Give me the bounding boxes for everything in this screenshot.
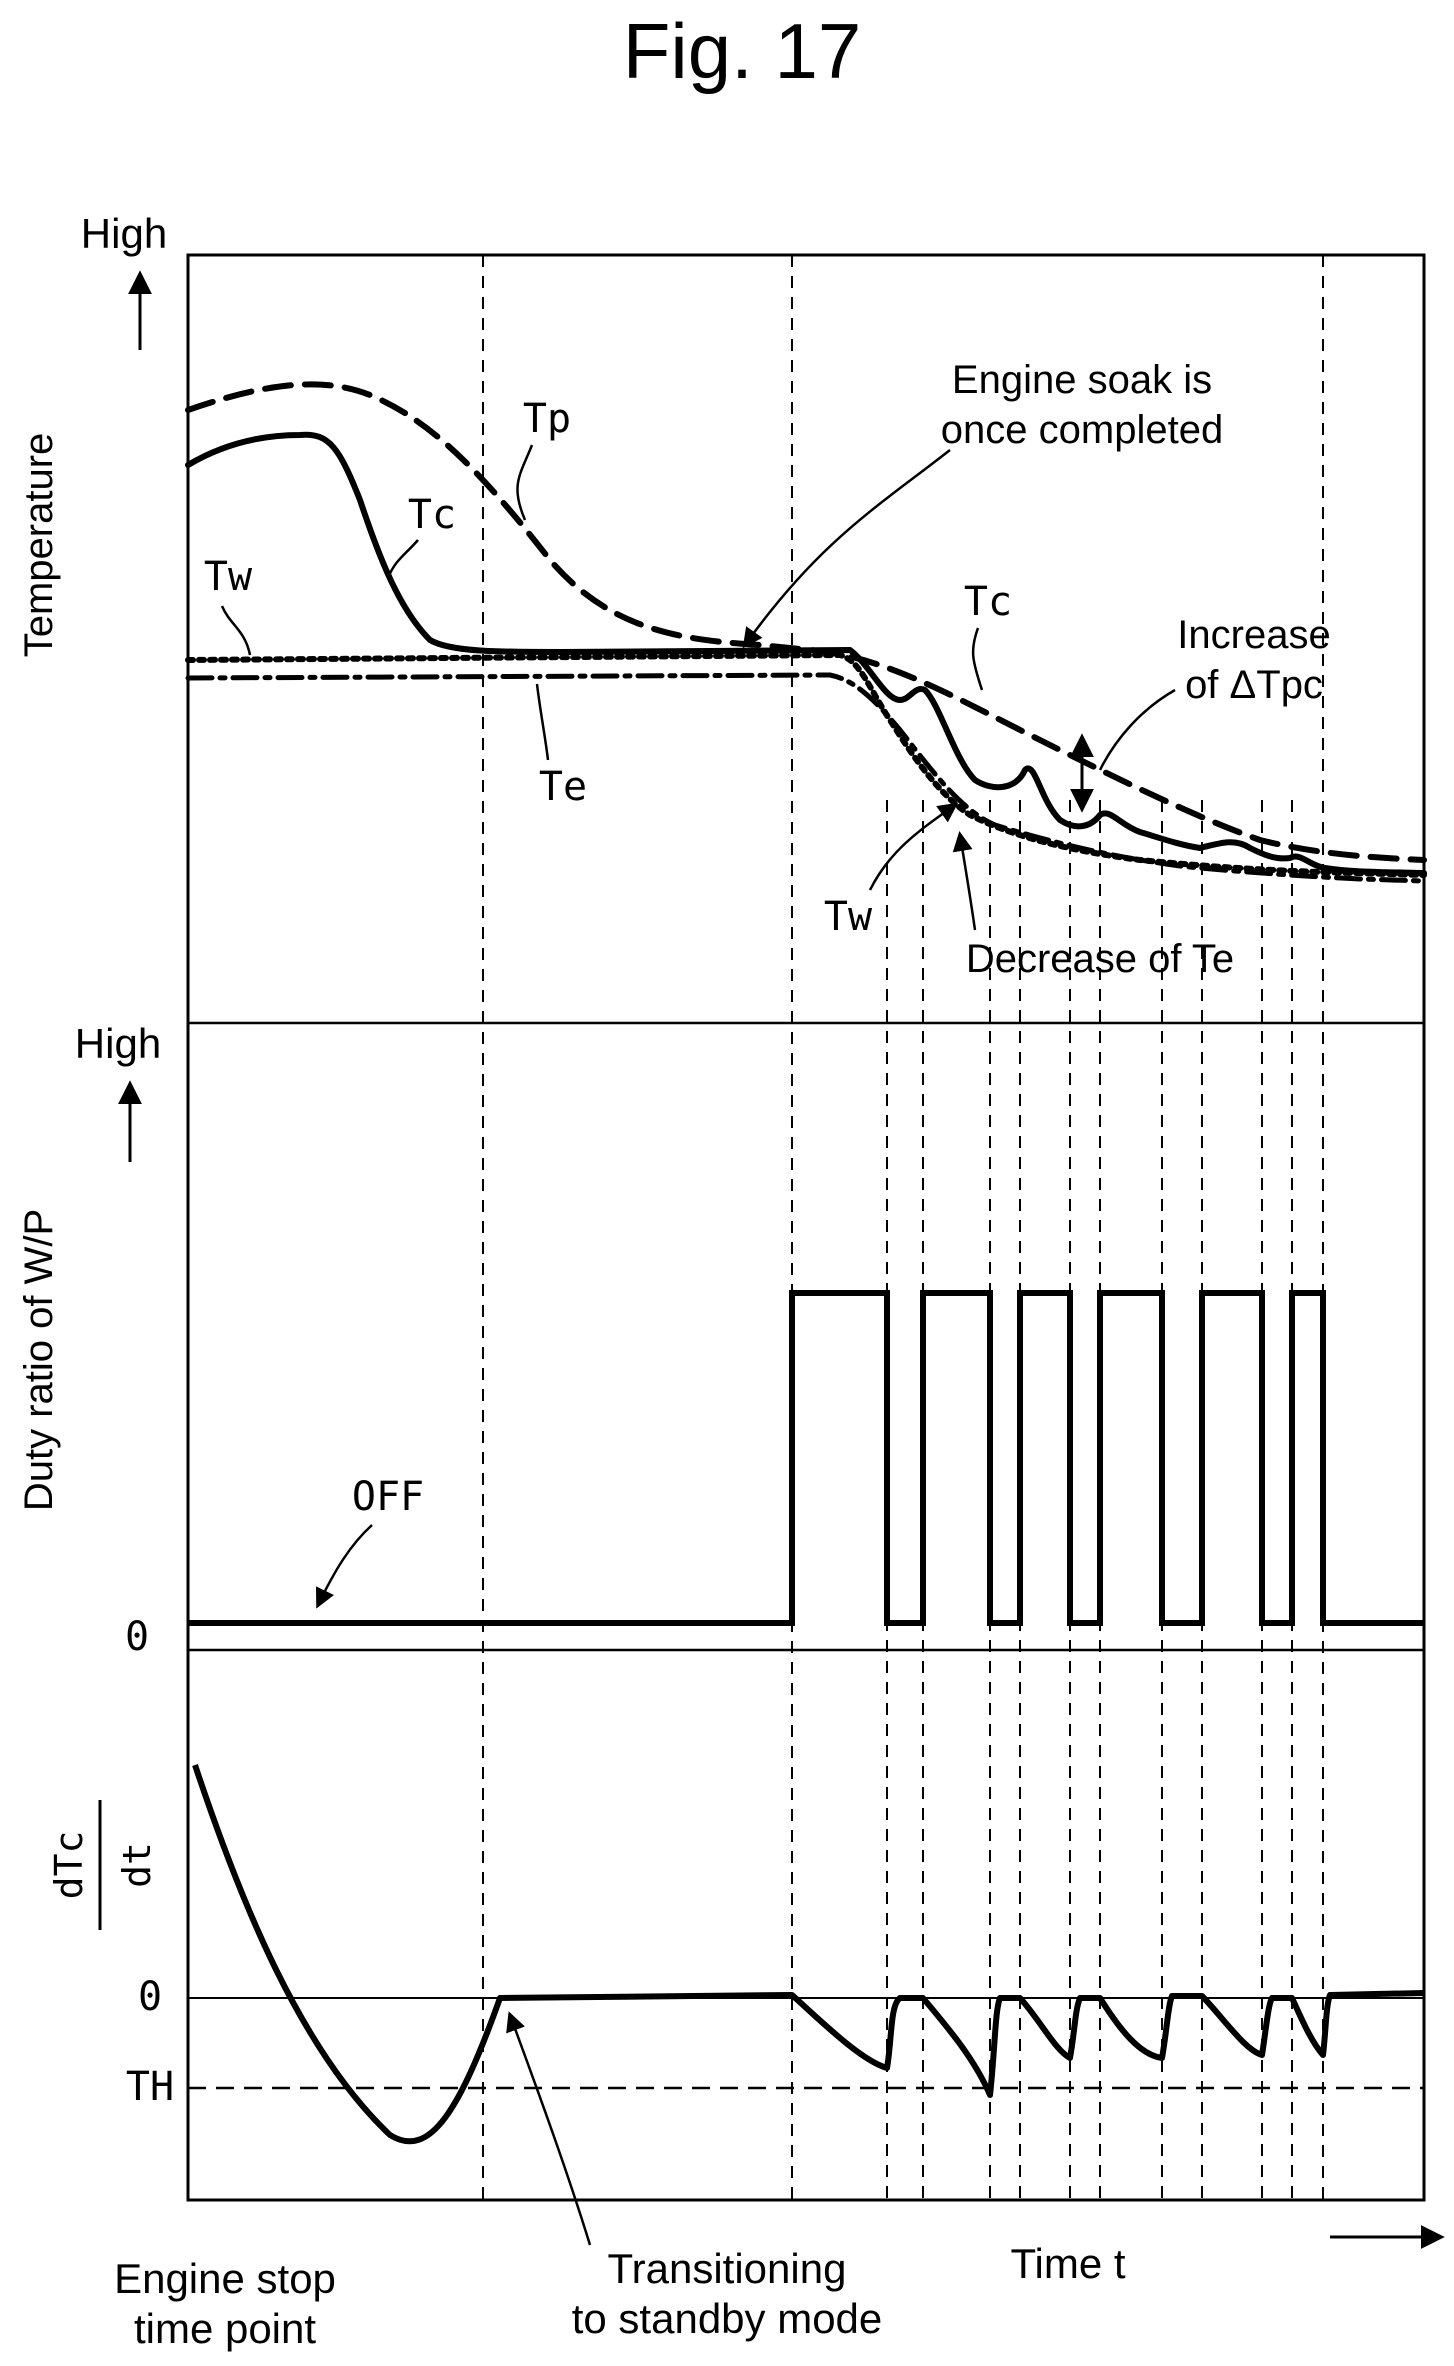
duty-waveform bbox=[188, 1290, 1424, 1626]
engine-soak-label-2: once completed bbox=[941, 408, 1223, 452]
te-leader bbox=[535, 683, 550, 761]
engine-soak-leader bbox=[742, 449, 951, 649]
increase-label-1: Increase bbox=[1177, 613, 1330, 657]
tc-leader-right bbox=[971, 627, 984, 691]
engine-stop-label-1: Engine stop bbox=[114, 2255, 336, 2302]
event-lines bbox=[482, 255, 1324, 2200]
tw-leader-left bbox=[220, 605, 252, 656]
decrease-label: Decrease of Te bbox=[966, 937, 1234, 981]
duty-zero-label: 0 bbox=[125, 1614, 149, 1660]
standby-leader bbox=[506, 2011, 592, 2246]
dtc-denominator: dt bbox=[115, 1842, 159, 1888]
tw-label-right: Tw bbox=[824, 894, 873, 940]
tc-curve bbox=[185, 431, 1427, 876]
tc-leader-left bbox=[386, 539, 419, 579]
tw-leader-right bbox=[868, 802, 959, 891]
tp-label: Tp bbox=[523, 396, 571, 442]
decrease-leader bbox=[952, 831, 977, 931]
increase-label-2: of ΔTpc bbox=[1185, 663, 1323, 707]
off-label: OFF bbox=[352, 1474, 424, 1520]
threshold-label: TH bbox=[126, 2064, 174, 2110]
temperature-axis-label: Temperature bbox=[17, 433, 61, 658]
tc-label-right: Tc bbox=[964, 579, 1012, 625]
engine-soak-label-1: Engine soak is bbox=[952, 358, 1212, 402]
off-leader bbox=[315, 1524, 373, 1609]
standby-label-2: to standby mode bbox=[572, 2295, 883, 2342]
duty-axis-label: Duty ratio of W/P bbox=[17, 1209, 61, 1511]
engine-stop-label-2: time point bbox=[134, 2305, 316, 2352]
dtc-numerator: dTc bbox=[47, 1831, 91, 1900]
time-axis-label: Time t bbox=[1010, 2240, 1125, 2287]
temperature-high-label: High bbox=[81, 210, 167, 257]
dtc-zero-label: 0 bbox=[138, 1974, 162, 2020]
tc-label-left: Tc bbox=[408, 492, 456, 538]
dtc-curve bbox=[192, 1764, 1425, 2145]
te-curve bbox=[185, 672, 1427, 884]
duty-high-label: High bbox=[75, 1020, 161, 1067]
tp-leader bbox=[516, 444, 534, 521]
figure-title: Fig. 17 bbox=[623, 7, 861, 95]
increase-leader bbox=[1098, 688, 1176, 771]
standby-label-1: Transitioning bbox=[608, 2245, 847, 2292]
plot-frame bbox=[186, 253, 1426, 2202]
te-label: Te bbox=[539, 764, 587, 810]
tw-label-left: Tw bbox=[204, 554, 253, 600]
